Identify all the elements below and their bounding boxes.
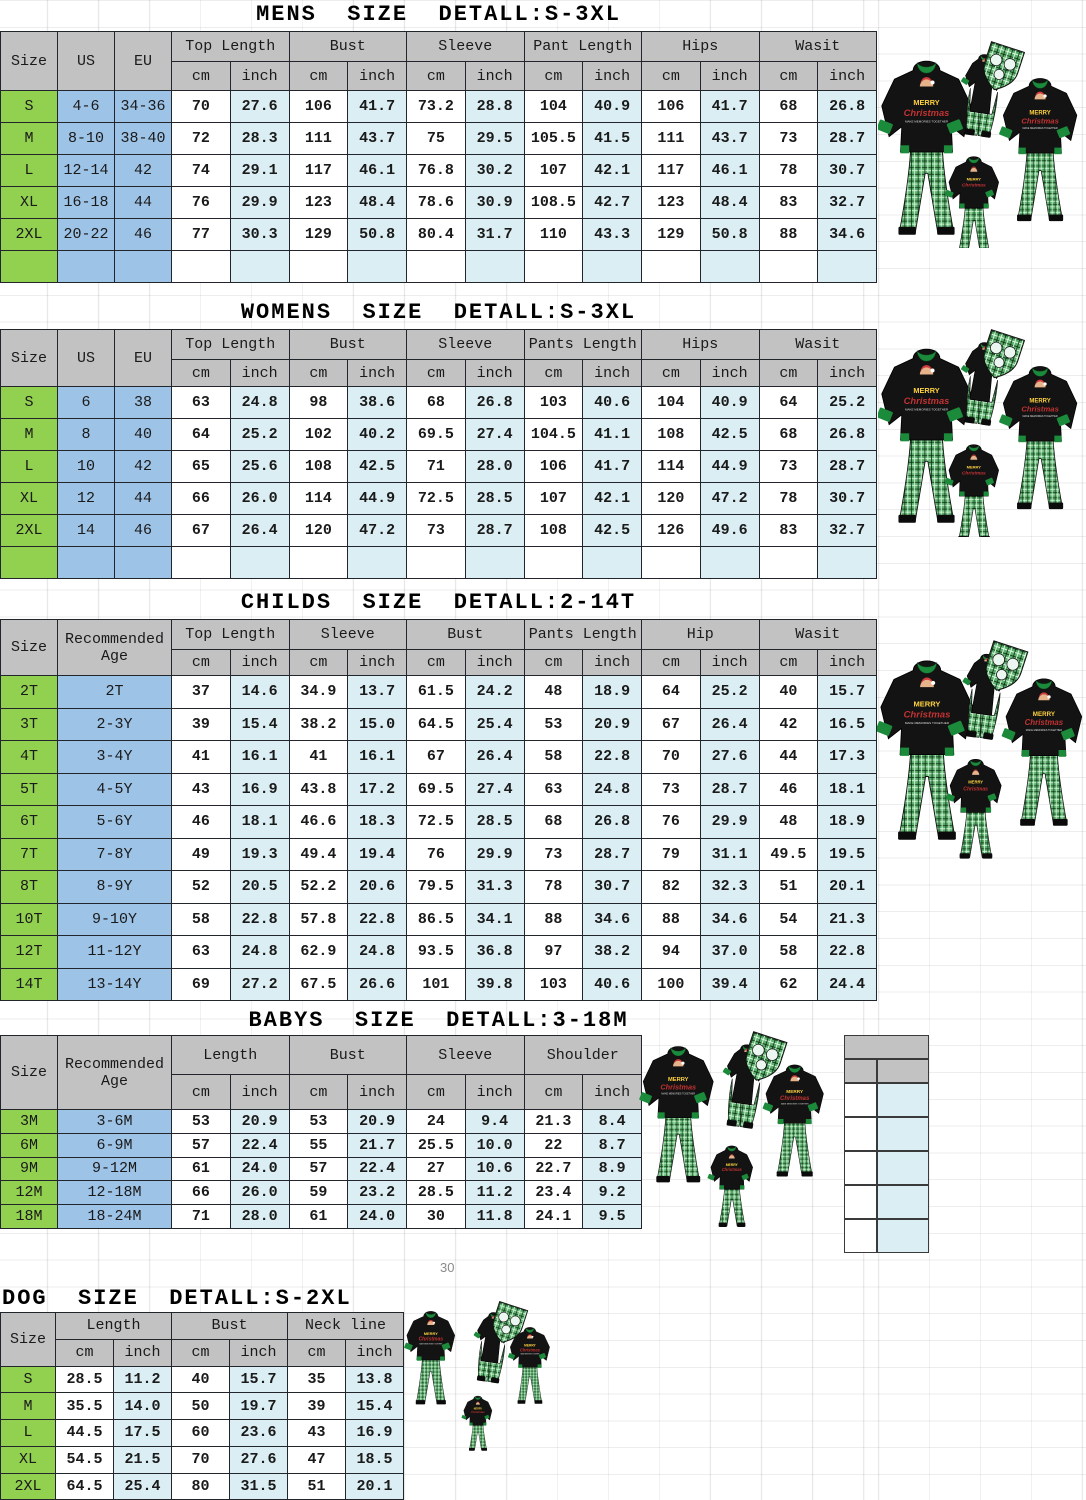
svg-text:Christmas: Christmas: [904, 108, 950, 118]
svg-text:Christmas: Christmas: [962, 183, 986, 189]
svg-text:Christmas: Christmas: [903, 709, 951, 720]
svg-text:Christmas: Christmas: [722, 1167, 743, 1172]
svg-text:MAKE MEMORIES TOGETHER: MAKE MEMORIES TOGETHER: [1022, 415, 1057, 418]
svg-text:Christmas: Christmas: [962, 471, 986, 477]
svg-text:MERRY: MERRY: [786, 1089, 804, 1094]
svg-text:MAKE MEMORIES TOGETHER: MAKE MEMORIES TOGETHER: [905, 408, 949, 412]
svg-text:Christmas: Christmas: [660, 1082, 696, 1091]
svg-text:Christmas: Christmas: [963, 786, 988, 792]
svg-text:MERRY: MERRY: [913, 699, 940, 708]
svg-text:Christmas: Christmas: [904, 396, 950, 406]
svg-text:Christmas: Christmas: [1021, 404, 1059, 413]
svg-text:MERRY: MERRY: [968, 780, 983, 785]
svg-text:MERRY: MERRY: [913, 386, 939, 395]
svg-text:Christmas: Christmas: [1021, 116, 1059, 125]
svg-text:MERRY: MERRY: [726, 1163, 739, 1167]
svg-text:MERRY: MERRY: [424, 1331, 438, 1336]
svg-text:Christmas: Christmas: [1025, 718, 1064, 727]
svg-text:MERRY: MERRY: [967, 176, 982, 181]
svg-text:MERRY: MERRY: [524, 1344, 536, 1348]
svg-text:Christmas: Christmas: [419, 1337, 444, 1343]
svg-text:MERRY: MERRY: [1033, 711, 1056, 718]
svg-text:MAKE MEMORIES TOGETHER: MAKE MEMORIES TOGETHER: [1022, 127, 1057, 130]
svg-text:MERRY: MERRY: [1029, 111, 1051, 117]
svg-text:MERRY: MERRY: [913, 98, 939, 107]
svg-text:MAKE MEMORIES TOGETHER: MAKE MEMORIES TOGETHER: [905, 721, 950, 725]
svg-text:Christmas: Christmas: [520, 1347, 541, 1352]
svg-text:MERRY: MERRY: [967, 464, 982, 469]
svg-text:Christmas: Christmas: [780, 1096, 810, 1102]
svg-text:MERRY: MERRY: [1029, 399, 1051, 405]
svg-text:MAKE MEMORIES TOGETHER: MAKE MEMORIES TOGETHER: [905, 120, 949, 124]
svg-text:Christmas: Christmas: [471, 1410, 485, 1414]
svg-text:MAKE MEMORIES TOGETHER: MAKE MEMORIES TOGETHER: [1026, 729, 1063, 732]
